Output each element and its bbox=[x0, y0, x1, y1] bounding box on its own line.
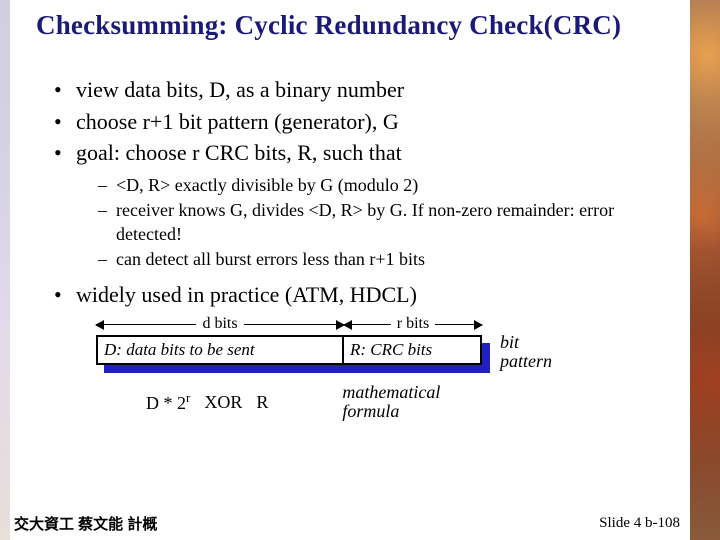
formula-row: D * 2r XOR R mathematical formula bbox=[146, 383, 556, 421]
sub-bullet-item: receiver knows G, divides <D, R> by G. I… bbox=[98, 199, 664, 246]
crc-diagram: d bits r bits D: data bits to be sent R:… bbox=[96, 315, 556, 421]
bullet-item: goal: choose r CRC bits, R, such that <D… bbox=[54, 138, 664, 271]
formula-r: R bbox=[256, 392, 268, 413]
dim-arrow-left bbox=[344, 324, 391, 325]
formula-d-text: D * 2 bbox=[146, 393, 186, 413]
crc-bits-cell: R: CRC bits bbox=[344, 337, 480, 363]
bullet-text: view data bits, D, as a binary number bbox=[76, 77, 404, 102]
r-bits-label: r bits bbox=[391, 315, 435, 333]
bullet-text: choose r+1 bit pattern (generator), G bbox=[76, 109, 399, 134]
dim-arrow-right bbox=[435, 324, 482, 325]
bullet-item: view data bits, D, as a binary number bbox=[54, 75, 664, 105]
bit-pattern-side-label: bit pattern bbox=[500, 333, 552, 371]
bullet-list: view data bits, D, as a binary number ch… bbox=[54, 75, 664, 309]
dimension-row: d bits r bits bbox=[96, 315, 556, 333]
slide-content: Checksumming: Cyclic Redundancy Check(CR… bbox=[12, 0, 688, 540]
crc-bits-text: R: CRC bits bbox=[350, 340, 432, 360]
bullet-text: widely used in practice (ATM, HDCL) bbox=[76, 282, 417, 307]
dim-arrow-right bbox=[244, 324, 344, 325]
sub-bullet-text: can detect all burst errors less than r+… bbox=[116, 249, 425, 269]
left-border-decoration bbox=[0, 0, 10, 540]
bullet-item: choose r+1 bit pattern (generator), G bbox=[54, 107, 664, 137]
dim-arrow-left bbox=[96, 324, 196, 325]
sub-bullet-text: receiver knows G, divides <D, R> by G. I… bbox=[116, 200, 614, 243]
formula-exponent: r bbox=[186, 390, 190, 405]
data-bits-text: D: data bits to be sent bbox=[104, 340, 255, 360]
slide-title: Checksumming: Cyclic Redundancy Check(CR… bbox=[36, 10, 664, 41]
sub-bullet-item: can detect all burst errors less than r+… bbox=[98, 248, 664, 271]
sub-bullet-item: <D, R> exactly divisible by G (modulo 2) bbox=[98, 174, 664, 197]
right-border-decoration bbox=[690, 0, 720, 540]
formula-d: D * 2r bbox=[146, 390, 190, 414]
bit-pattern-box: D: data bits to be sent R: CRC bits bbox=[96, 335, 482, 365]
sub-bullet-list: <D, R> exactly divisible by G (modulo 2)… bbox=[98, 174, 664, 272]
bullet-text: goal: choose r CRC bits, R, such that bbox=[76, 140, 402, 165]
sub-bullet-text: <D, R> exactly divisible by G (modulo 2) bbox=[116, 175, 418, 195]
bullet-item: widely used in practice (ATM, HDCL) bbox=[54, 280, 664, 310]
d-bits-label: d bits bbox=[196, 315, 243, 333]
formula-side-label: mathematical formula bbox=[342, 383, 440, 421]
data-bits-cell: D: data bits to be sent bbox=[98, 337, 344, 363]
formula-xor: XOR bbox=[204, 392, 242, 413]
footer-right: Slide 4 b-108 bbox=[599, 515, 680, 532]
footer-left: 交大資工 蔡文能 計概 bbox=[14, 513, 157, 534]
